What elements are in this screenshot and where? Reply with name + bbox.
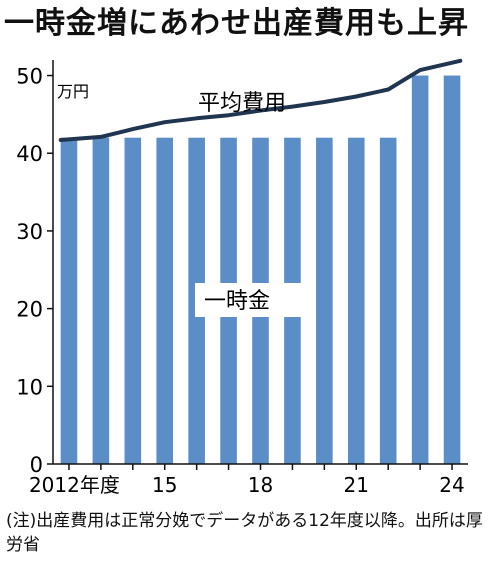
y-tick-label-0: 0 <box>30 453 43 477</box>
bar-2023 <box>411 75 429 465</box>
bar-2022 <box>379 137 397 464</box>
x-tick-label-2015: 15 <box>152 473 177 497</box>
y-tick-label-40: 40 <box>16 142 43 166</box>
x-tick-label-2021: 21 <box>344 473 369 497</box>
series-label-average-cost: 平均費用 <box>198 91 286 116</box>
chart-title: 一時金増にあわせ出産費用も上昇 <box>4 6 469 41</box>
bar-2014 <box>124 137 142 464</box>
y-unit-label: 万円 <box>57 82 89 101</box>
y-tick-label-30: 30 <box>16 220 43 244</box>
bar-2020 <box>316 137 333 464</box>
x-tick-label-2012: 2012年度 <box>29 473 120 497</box>
footnote: (注)出産費用は正常分娩でデータがある12年度以降。出所は厚労省 <box>6 511 483 555</box>
y-tick-label-20: 20 <box>16 298 43 322</box>
bar-2021 <box>347 137 365 464</box>
x-tick-label-2018: 18 <box>248 473 273 497</box>
bar-2013 <box>92 137 110 464</box>
series-label-bg <box>195 283 303 317</box>
average-cost-line <box>58 58 463 142</box>
bar-2015 <box>156 137 174 464</box>
bar-line-chart: 0 10 20 30 40 50 2012年度 15 18 21 24 万円 平均費用 一時金 <box>16 58 468 497</box>
bar-2024 <box>443 75 461 465</box>
y-tick-label-50: 50 <box>16 65 43 89</box>
bar-2012 <box>60 137 78 464</box>
y-tick-label-10: 10 <box>16 375 43 399</box>
x-tick-label-2024: 24 <box>439 473 464 497</box>
series-label-lump-sum: 一時金 <box>204 289 270 314</box>
